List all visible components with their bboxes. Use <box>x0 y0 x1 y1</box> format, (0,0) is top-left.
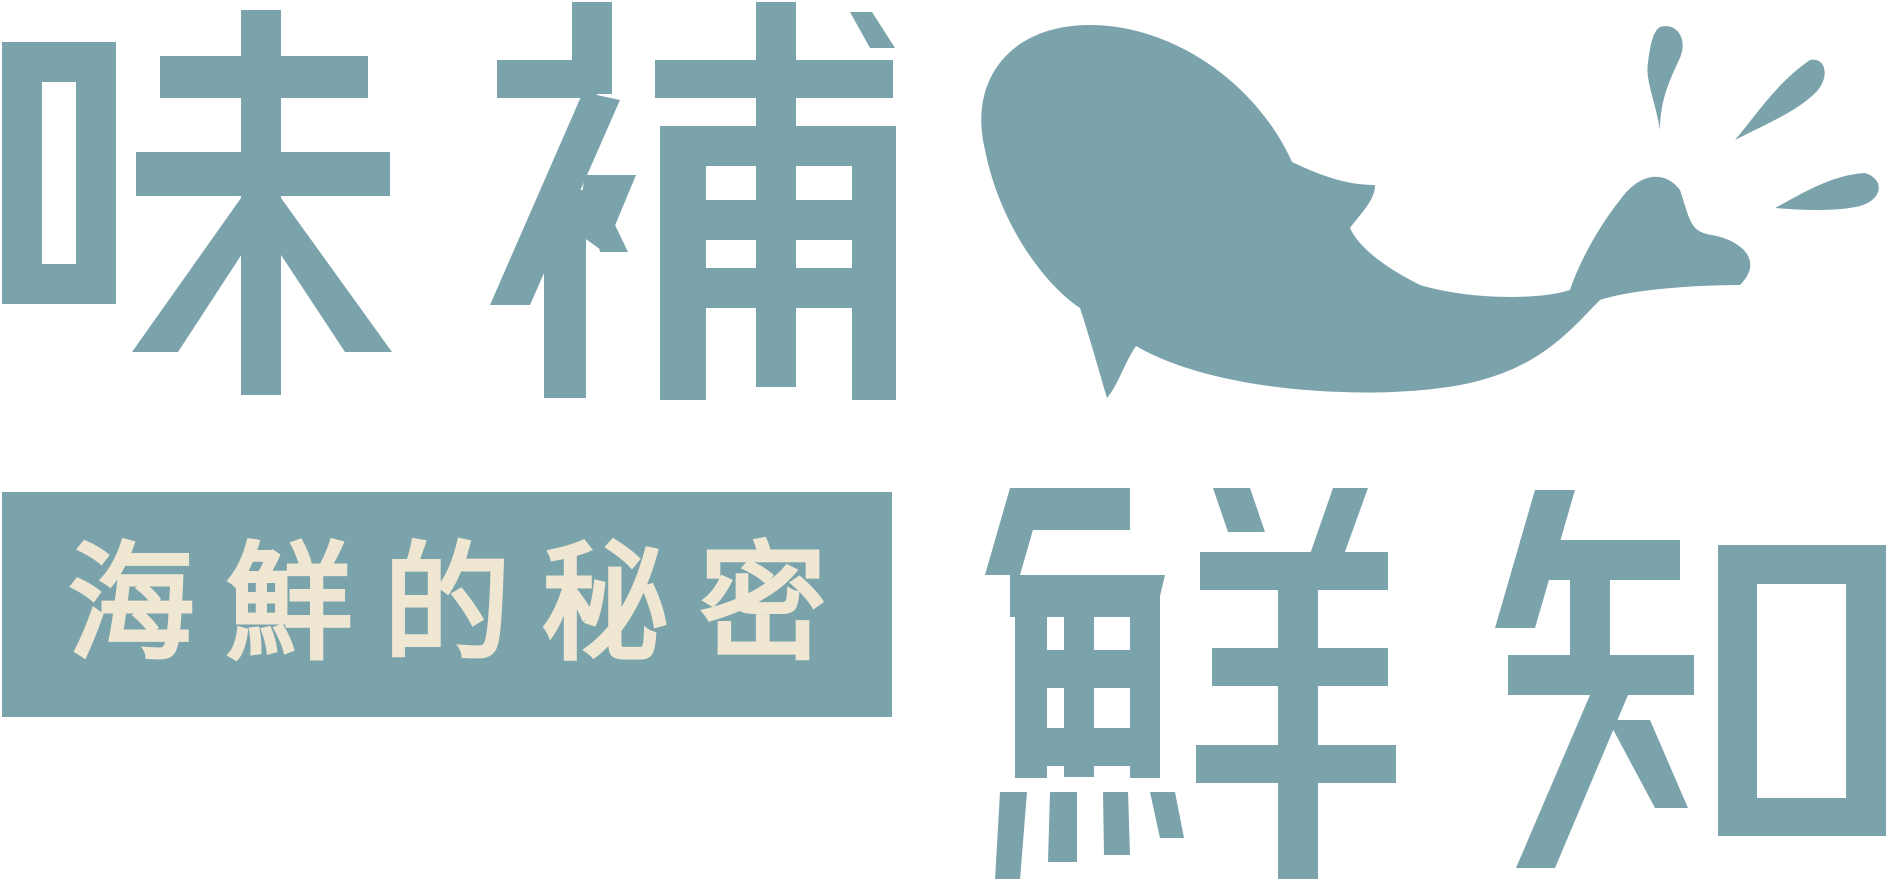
title-char-xian <box>985 488 1396 879</box>
subtitle-banner: 海鮮的秘密 <box>2 492 892 717</box>
subtitle-text: 海鮮的秘密 <box>66 529 857 679</box>
title-char-bu <box>490 2 896 400</box>
whale-icon <box>981 25 1879 398</box>
title-char-wei <box>2 10 392 395</box>
title-char-zhi <box>1495 490 1886 868</box>
